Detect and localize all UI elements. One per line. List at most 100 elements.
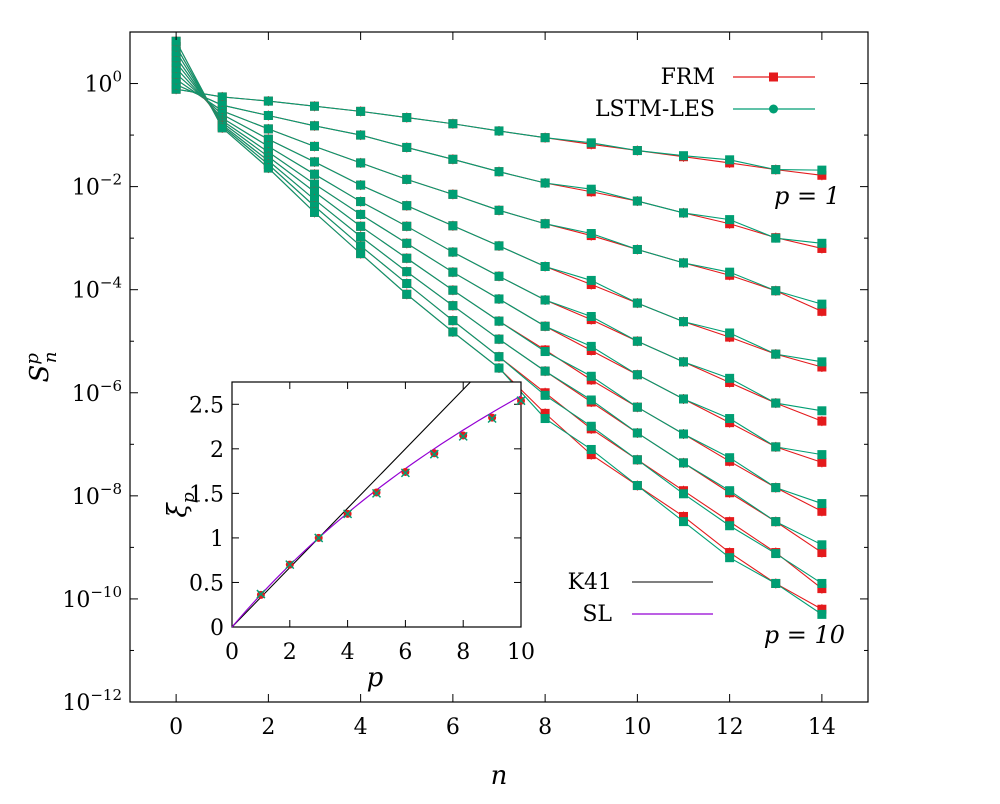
legend-label-lstm-les: LSTM-LES: [595, 97, 715, 122]
data-point-lstm-les: [263, 124, 273, 134]
x-tick-label: 6: [446, 715, 460, 740]
inset-y-axis-title: ξp: [163, 492, 199, 517]
data-point-lstm-les: [586, 311, 596, 321]
x-tick-label: 14: [808, 715, 836, 740]
inset-y-tick-label: 1: [210, 527, 224, 552]
data-point-lstm-les: [817, 450, 827, 460]
y-tick-label: 10−6: [72, 377, 122, 407]
data-point-lstm-les: [817, 540, 827, 550]
data-point-lstm-les: [171, 57, 181, 67]
data-point-lstm-les: [771, 286, 781, 296]
data-point-lstm-les: [356, 249, 366, 259]
data-point-lstm-les: [310, 179, 319, 189]
data-point-lstm-les: [817, 299, 827, 309]
inset-x-tick-label: 6: [398, 640, 412, 665]
data-point-lstm-les: [310, 101, 319, 111]
data-point-lstm-les: [817, 238, 827, 248]
data-point-lstm-les: [632, 146, 642, 156]
data-point-lstm-les: [817, 609, 827, 619]
y-tick-label: 10−2: [72, 171, 122, 201]
data-point-lstm-les: [586, 421, 596, 431]
y-tick-label: 10−8: [72, 480, 122, 510]
inset-x-axis-title: p: [367, 663, 384, 693]
inset-y-tick-label: 0: [210, 616, 224, 641]
data-point-frm: [817, 243, 827, 253]
data-point-lstm-les: [817, 578, 827, 588]
y-tick-label: 10−4: [72, 274, 122, 304]
data-point-lstm-les: [540, 321, 550, 331]
data-point-frm: [679, 511, 688, 521]
inset-y-tick-label: 0.5: [189, 571, 224, 596]
data-point-lstm-les: [540, 262, 550, 271]
data-point-lstm-les: [725, 328, 735, 338]
x-tick-label: 4: [354, 715, 368, 740]
data-point-lstm-les: [771, 442, 781, 452]
k41-line: [231, 381, 471, 628]
data-point-lstm-les: [632, 428, 642, 438]
data-point-frm: [817, 548, 827, 558]
data-point-lstm-les: [679, 429, 688, 439]
data-point-lstm-les: [494, 352, 504, 362]
data-point-lstm-les: [171, 69, 181, 79]
inset-point-lstm-les: [285, 560, 295, 570]
data-point-lstm-les: [310, 195, 319, 204]
data-point-lstm-les: [771, 165, 781, 175]
data-point-lstm-les: [356, 241, 366, 251]
inset-x-tick-label: 4: [341, 640, 355, 665]
data-point-lstm-les: [586, 184, 596, 194]
data-point-lstm-les: [586, 229, 596, 239]
x-tick-label: 8: [538, 715, 552, 740]
inset-y-tick-label: 1.5: [189, 482, 224, 507]
data-point-lstm-les: [402, 174, 412, 184]
data-point-lstm-les: [448, 267, 458, 277]
inset-x-tick-label: 2: [283, 640, 297, 665]
y-tick-label: 10−12: [62, 686, 122, 716]
data-point-frm: [586, 450, 596, 460]
data-point-lstm-les: [771, 349, 781, 359]
data-point-lstm-les: [771, 398, 781, 408]
inset-x-tick-label: 8: [456, 640, 470, 665]
data-point-lstm-les: [448, 221, 458, 231]
data-point-lstm-les: [586, 395, 596, 405]
data-point-lstm-les: [494, 126, 504, 136]
data-point-lstm-les: [771, 578, 781, 588]
data-point-lstm-les: [494, 167, 504, 177]
data-point-lstm-les: [448, 189, 458, 199]
data-point-lstm-les: [171, 36, 181, 46]
data-point-lstm-les: [356, 130, 366, 140]
data-point-lstm-les: [540, 295, 550, 305]
data-point-lstm-les: [356, 158, 366, 168]
data-point-lstm-les: [263, 163, 273, 173]
data-point-lstm-les: [356, 209, 366, 219]
data-point-lstm-les: [310, 157, 319, 167]
data-point-frm: [540, 408, 550, 418]
x-tick-label: 10: [623, 715, 651, 740]
data-point-lstm-les: [402, 267, 412, 277]
data-point-lstm-les: [448, 154, 458, 164]
data-point-lstm-les: [771, 483, 781, 493]
data-point-lstm-les: [632, 298, 642, 308]
data-point-lstm-les: [171, 47, 181, 57]
inset-y-tick-label: 2: [210, 438, 224, 463]
inset-point-lstm-les: [400, 468, 410, 478]
data-point-lstm-les: [725, 155, 735, 165]
data-point-lstm-les: [679, 258, 688, 268]
data-point-lstm-les: [632, 481, 642, 491]
x-tick-label: 12: [716, 715, 744, 740]
y-axis-title: Spn: [22, 352, 61, 383]
inset-point-lstm-les: [458, 431, 468, 441]
data-point-frm: [725, 548, 735, 558]
inset-point-lstm-les: [371, 488, 382, 498]
data-point-lstm-les: [448, 247, 458, 257]
inset-point-lstm-les: [314, 533, 324, 543]
data-point-lstm-les: [540, 414, 550, 424]
data-point-lstm-les: [679, 357, 688, 367]
legend-label-frm: FRM: [661, 65, 715, 90]
data-point-lstm-les: [448, 119, 458, 129]
data-point-lstm-les: [725, 486, 735, 496]
data-point-lstm-les: [494, 316, 504, 326]
data-point-frm: [817, 416, 827, 426]
data-point-lstm-les: [632, 336, 642, 346]
data-point-lstm-les: [540, 178, 550, 188]
